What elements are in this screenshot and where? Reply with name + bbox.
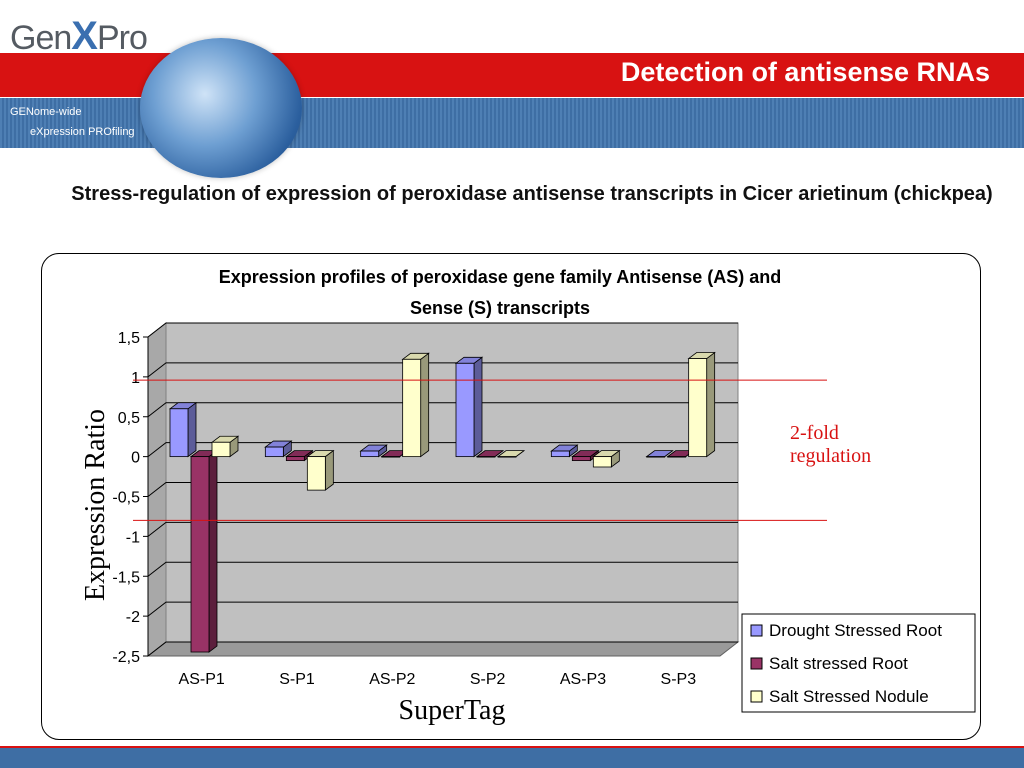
x-tick-label: AS-P3 xyxy=(560,671,606,688)
x-tick-label: S-P1 xyxy=(279,671,315,688)
bar-s-p2-1 xyxy=(476,456,496,458)
y-tick-label: -0,5 xyxy=(112,490,140,507)
slide-title: Detection of antisense RNAs xyxy=(620,57,990,87)
bar-s-p1-2 xyxy=(306,456,326,491)
tagline-line1: GENome-wide xyxy=(10,106,82,118)
x-tick-label: AS-P1 xyxy=(179,671,225,688)
bar-s-p2-0 xyxy=(455,362,475,458)
gridline xyxy=(147,402,738,418)
gridline xyxy=(147,322,738,338)
legend-swatch xyxy=(750,657,763,670)
bar-side xyxy=(473,356,483,458)
gridline xyxy=(147,482,738,497)
y-tick-label: 1,5 xyxy=(118,330,140,347)
bar-side xyxy=(324,449,334,491)
logo-text-pro: Pro xyxy=(96,19,148,57)
globe-logo-icon xyxy=(140,38,302,178)
y-tick-label: 0,5 xyxy=(118,410,140,427)
chart-frame xyxy=(41,253,981,740)
x-tick-label: S-P2 xyxy=(470,671,506,688)
bar-s-p2-2 xyxy=(497,456,517,458)
x-tick-label: AS-P2 xyxy=(369,671,415,688)
slide-subtitle: Stress-regulation of expression of perox… xyxy=(71,183,993,205)
legend-label: Salt stressed Root xyxy=(769,654,908,673)
y-tick-label: -2 xyxy=(126,609,140,626)
footer-blue-band xyxy=(0,748,1024,768)
gridline xyxy=(147,601,738,617)
legend-label: Drought Stressed Root xyxy=(769,621,942,640)
bar-s-p3-2 xyxy=(688,358,708,458)
y-tick-label: 0 xyxy=(131,450,140,467)
annotation-line1: 2-fold xyxy=(790,422,839,444)
bar-as-p1-2 xyxy=(211,441,231,458)
annotation-line2: regulation xyxy=(790,445,871,467)
bar-s-p1-1 xyxy=(285,456,305,462)
genxpro-logo: GenXPro xyxy=(10,14,148,59)
x-tick-label: S-P3 xyxy=(661,671,697,688)
y-tick-label: 1 xyxy=(131,370,140,387)
bar-as-p2-1 xyxy=(381,456,401,458)
x-axis-label: SuperTag xyxy=(399,695,506,726)
gridline xyxy=(147,641,738,657)
bar-as-p3-0 xyxy=(550,450,570,458)
bar-s-p3-0 xyxy=(646,456,666,458)
bar-side xyxy=(187,401,197,458)
bar-as-p1-0 xyxy=(169,408,189,458)
legend-swatch xyxy=(750,624,763,637)
legend-swatch xyxy=(750,690,763,703)
bar-side xyxy=(706,351,716,458)
bar-s-p3-1 xyxy=(667,456,687,458)
y-tick-label: -1 xyxy=(126,529,140,546)
bar-s-p1-0 xyxy=(264,446,284,458)
bar-as-p2-2 xyxy=(402,358,422,458)
bar-as-p1-1 xyxy=(190,456,210,653)
logo-text-x: X xyxy=(71,14,98,58)
tagline-line2: eXpression PROfiling xyxy=(30,126,135,138)
logo-text-gen: Gen xyxy=(10,19,72,57)
bar-as-p3-2 xyxy=(592,456,612,468)
y-tick-label: -2,5 xyxy=(112,649,140,666)
y-axis-label: Expression Ratio xyxy=(80,409,111,601)
gridline xyxy=(147,442,738,458)
plot-floor xyxy=(146,641,740,657)
chart-title-line2: Sense (S) transcripts xyxy=(410,298,590,318)
chart-legend xyxy=(741,613,976,713)
bar-as-p2-0 xyxy=(360,450,380,458)
gridline xyxy=(147,362,738,378)
bar-as-p3-1 xyxy=(571,456,591,462)
bar-side xyxy=(208,449,218,653)
chart-title-line1: Expression profiles of peroxidase gene f… xyxy=(219,267,781,287)
gridline xyxy=(147,521,738,537)
bar-side xyxy=(420,352,430,458)
legend-label: Salt Stressed Nodule xyxy=(769,687,929,706)
y-tick-label: -1,5 xyxy=(112,569,140,586)
gridline xyxy=(147,561,738,577)
